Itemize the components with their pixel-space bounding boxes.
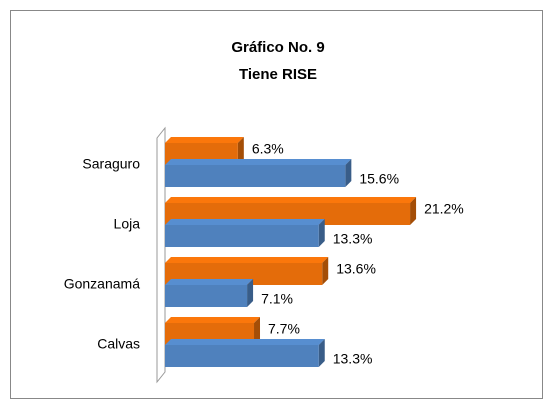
- bar-top: [165, 279, 254, 285]
- axis-wall: [156, 126, 166, 384]
- category-label: Calvas: [97, 336, 140, 352]
- value-label: 13.3%: [333, 351, 373, 367]
- value-label: 6.3%: [252, 141, 284, 157]
- bar-side: [318, 339, 325, 367]
- value-label: 21.2%: [424, 201, 464, 217]
- bar-top: [165, 339, 325, 345]
- category-label: Loja: [114, 216, 141, 232]
- bar: [165, 285, 248, 307]
- chart-title: Gráfico No. 9: [231, 39, 324, 56]
- category-label: Gonzanamá: [64, 276, 140, 292]
- value-label: 13.6%: [336, 261, 376, 277]
- value-label: 13.3%: [333, 231, 373, 247]
- bar-side: [237, 137, 244, 165]
- bar-top: [165, 137, 244, 143]
- bar-side: [254, 317, 261, 345]
- bar-top: [165, 159, 352, 165]
- bar: [165, 225, 319, 247]
- bar-top: [165, 219, 325, 225]
- bar-top: [165, 317, 261, 323]
- bar-side: [410, 197, 417, 225]
- bar-side: [322, 257, 329, 285]
- bar: [165, 165, 346, 187]
- bar-side: [318, 219, 325, 247]
- chart-subtitle: Tiene RISE: [239, 66, 317, 83]
- value-label: 7.1%: [261, 291, 293, 307]
- bar-top: [165, 257, 329, 263]
- value-label: 15.6%: [359, 171, 399, 187]
- value-label: 7.7%: [268, 321, 300, 337]
- category-label: Saraguro: [82, 156, 140, 172]
- bar-side: [247, 279, 254, 307]
- bar: [165, 345, 319, 367]
- bar-top: [165, 197, 417, 203]
- bar-side: [345, 159, 352, 187]
